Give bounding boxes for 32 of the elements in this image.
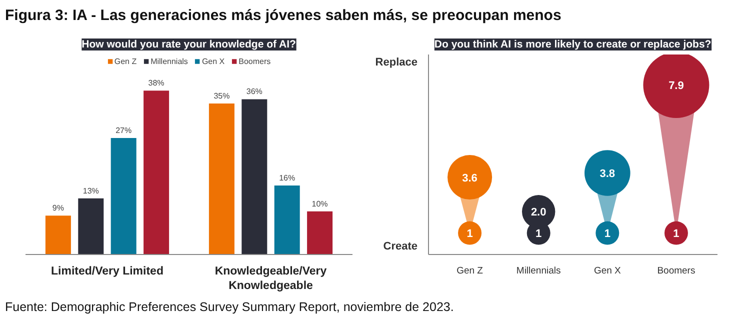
category-label: Boomers — [657, 266, 696, 276]
legend-label: Boomers — [238, 56, 271, 66]
data-label: 16% — [279, 173, 296, 182]
data-label: 13% — [82, 186, 99, 196]
data-label: 3.8 — [600, 168, 616, 180]
data-label: 7.9 — [668, 80, 684, 92]
data-label: 3.6 — [462, 172, 478, 184]
legend-label: Gen Z — [114, 56, 137, 66]
chart-subtitle: How would you rate your knowledge of AI? — [82, 38, 296, 50]
data-label: 2.0 — [530, 206, 546, 219]
x-tick-label: Knowledgeable/Very Knowledgeable — [214, 266, 328, 292]
data-label: 10% — [312, 199, 328, 208]
data-label: 1 — [536, 228, 542, 240]
text: Create — [383, 240, 418, 252]
data-label: 1 — [673, 228, 680, 240]
data-label: 9% — [52, 204, 64, 213]
data-label: 1 — [466, 228, 473, 240]
data-label: 1 — [604, 228, 610, 240]
category-label: Gen Z — [456, 266, 484, 276]
text: Do you think AI is more likely to create or replace jobs? — [434, 38, 712, 50]
text: Replace — [375, 56, 418, 68]
legend-label: Millennials — [150, 56, 188, 66]
data-label: 35% — [214, 92, 230, 101]
data-label: 38% — [148, 78, 164, 88]
category-label: Millennials — [516, 266, 562, 276]
x-tick-label: Limited/Very Limited — [51, 266, 164, 278]
category-label: Gen X — [594, 266, 622, 276]
data-label: 36% — [246, 87, 262, 96]
data-label: 27% — [116, 126, 132, 136]
source-note: Fuente: Demographic Preferences Survey Summary Report, noviembre de 2023. — [5, 299, 454, 316]
chart-title: Figura 3: IA - Las generaciones más jóvenes saben más, se preocupan menos — [5, 6, 562, 26]
legend-label: Gen X — [202, 56, 225, 66]
